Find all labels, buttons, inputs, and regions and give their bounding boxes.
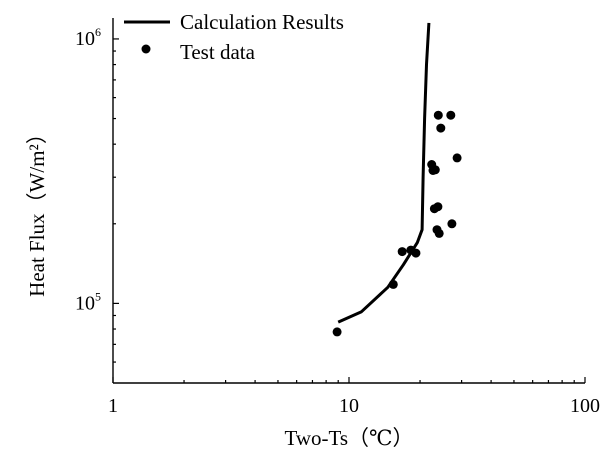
x-tick-label: 10 [339, 395, 359, 417]
test-data-point [388, 279, 398, 289]
test-data-point [411, 248, 421, 258]
test-data-point [430, 165, 440, 175]
legend: Calculation Results Test data [124, 10, 344, 64]
test-data-point [434, 228, 444, 238]
legend-dot-swatch [141, 44, 151, 54]
test-data-point [436, 123, 446, 133]
x-axis-title: Two-Ts（℃） [284, 426, 413, 450]
y-tick-label: 105 [75, 289, 101, 314]
test-data-point [446, 110, 456, 120]
axes [112, 18, 585, 384]
test-data-point [452, 153, 462, 163]
test-data-point [433, 110, 443, 120]
ticks: 1 10 100 105 106 [75, 25, 600, 417]
calculation-results-line [337, 22, 431, 324]
x-tick-label: 100 [570, 395, 600, 417]
plot-marks [332, 22, 462, 337]
legend-label-test-data: Test data [180, 40, 256, 64]
x-tick-label: 1 [108, 395, 118, 417]
test-data-point [397, 247, 407, 257]
legend-label-calculation: Calculation Results [180, 10, 344, 34]
y-axis-title: Heat Flux（W/m²） [25, 123, 49, 297]
y-tick-label: 106 [75, 25, 101, 50]
test-data-point [433, 202, 443, 212]
test-data-point [332, 327, 342, 337]
test-data-point [447, 219, 457, 229]
